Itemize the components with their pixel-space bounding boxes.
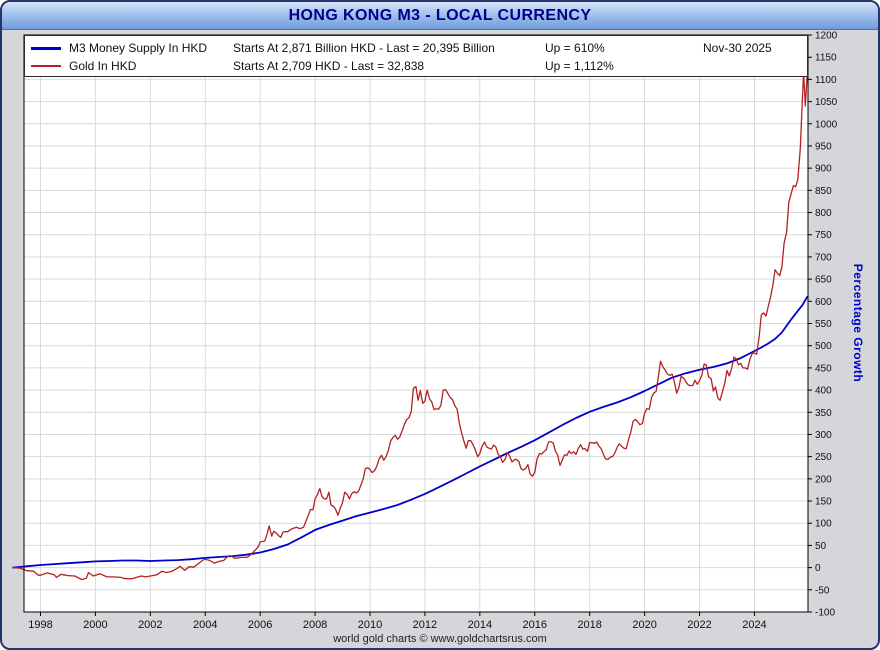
y-tick-label: 600 [815,297,832,308]
y-tick-label: 400 [815,386,832,397]
legend-row-gold: Gold In HKD Starts At 2,709 HKD - Last =… [31,57,807,75]
y-tick-label: 1100 [815,75,837,86]
y-tick-label: 450 [815,363,832,374]
y-tick-label: 1050 [815,97,838,108]
legend-date: Nov-30 2025 [703,41,772,55]
y-tick-label: 1150 [815,53,837,64]
legend-series-change: Up = 1,112% [545,59,614,73]
x-tick-label: 2006 [248,619,272,631]
y-tick-label: 1000 [815,119,838,130]
y-tick-label: 50 [815,541,827,552]
x-tick-label: 2010 [358,619,382,631]
y-tick-label: 250 [815,452,832,463]
x-tick-label: 2012 [413,619,437,631]
y-tick-label: -50 [815,585,830,596]
x-tick-label: 2000 [83,619,107,631]
y-tick-label: 500 [815,341,832,352]
x-tick-label: 2022 [687,619,711,631]
y-tick-label: 300 [815,430,832,441]
y-tick-label: 900 [815,164,832,175]
legend-series-name: Gold In HKD [69,59,137,73]
x-tick-label: 2002 [138,619,162,631]
legend-series-detail: Starts At 2,871 Billion HKD - Last = 20,… [233,41,495,55]
y-tick-label: 800 [815,208,832,219]
x-tick-label: 2024 [742,619,766,631]
x-tick-label: 2008 [303,619,327,631]
x-tick-label: 2018 [577,619,601,631]
x-tick-label: 2004 [193,619,217,631]
axis-ticks-layer [39,34,812,616]
y-tick-label: 1200 [815,31,838,42]
series-layer [12,71,809,581]
source-caption: world gold charts © www.goldchartsrus.co… [333,633,547,645]
y-tick-label: 200 [815,474,832,485]
y-tick-label: 950 [815,141,832,152]
y-tick-label: 850 [815,186,832,197]
m3-line-swatch [31,46,61,50]
y-tick-label: 350 [815,408,832,419]
page-title: HONG KONG M3 - LOCAL CURRENCY [288,6,592,24]
m3-series-line [12,295,809,569]
x-tick-label: 1998 [28,619,52,631]
x-tick-label: 2020 [632,619,656,631]
legend: M3 Money Supply In HKD Starts At 2,871 B… [24,35,808,77]
y-tick-label: 150 [815,497,832,508]
gold-series-line [12,71,808,581]
y-tick-label: 0 [815,563,821,574]
legend-series-change: Up = 610% [545,41,605,55]
y-tick-label: -100 [815,608,835,619]
legend-series-detail: Starts At 2,709 HKD - Last = 32,838 [233,59,425,73]
legend-row-m3: M3 Money Supply In HKD Starts At 2,871 B… [31,39,807,57]
y-tick-label: 650 [815,275,832,286]
gold-line-swatch [31,65,61,67]
legend-series-name: M3 Money Supply In HKD [69,41,208,55]
y-axis-title: Percentage Growth [851,264,865,383]
y-tick-label: 700 [815,252,832,263]
y-tick-label: 750 [815,230,832,241]
axis-labels-layer: -100 -50 0 50 100 150 200 250 300 350 400 450 500 550… [28,31,837,632]
x-tick-label: 2014 [468,619,492,631]
y-tick-label: 550 [815,319,832,330]
x-tick-label: 2016 [523,619,547,631]
title-bar: HONG KONG M3 - LOCAL CURRENCY [2,2,878,30]
y-tick-label: 100 [815,519,832,530]
